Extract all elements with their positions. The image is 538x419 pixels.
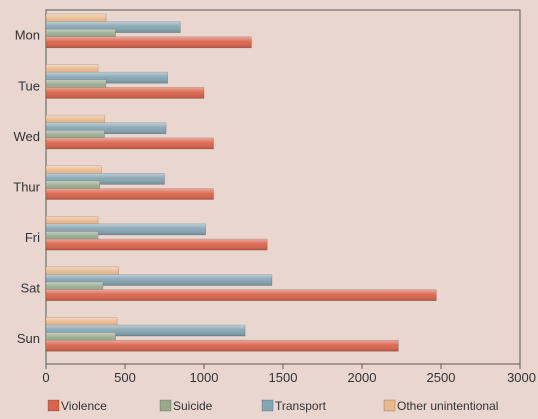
legend-swatch [159, 399, 172, 412]
category-label-fri: Fri [25, 230, 40, 245]
bar-violence-sat [45, 289, 437, 301]
legend-item-other-unintentional: Other unintentional [383, 399, 498, 413]
legend-label: Other unintentional [397, 399, 498, 413]
bar-transport-sat [45, 274, 273, 286]
category-label-wed: Wed [14, 129, 41, 144]
legend-swatch [383, 399, 396, 412]
category-label-sun: Sun [17, 331, 40, 346]
legend: Violence Suicide Transport Other unintentio… [47, 399, 498, 413]
category-label-tue: Tue [18, 78, 40, 93]
category-label-thur: Thur [13, 179, 40, 194]
x-tick-label-0: 0 [42, 370, 49, 385]
legend-swatch [261, 399, 274, 412]
legend-label: Transport [275, 399, 327, 413]
bar-violence-mon [45, 36, 252, 49]
x-tick-label-1000: 1000 [190, 370, 219, 385]
bar-transport-fri [45, 223, 206, 236]
x-tick-label-1500: 1500 [269, 370, 298, 385]
category-labels: Mon Tue Wed Thur Fri Sat Sun [13, 28, 40, 346]
x-tick-label-2000: 2000 [348, 370, 377, 385]
bars-group [45, 13, 437, 352]
legend-item-violence: Violence [47, 399, 107, 413]
legend-swatch [47, 399, 60, 412]
bar-transport-sun [45, 324, 246, 337]
bar-violence-fri [45, 238, 268, 251]
category-label-mon: Mon [15, 28, 40, 43]
legend-label: Suicide [173, 399, 213, 413]
legend-item-suicide: Suicide [159, 399, 213, 413]
bar-violence-wed [45, 137, 214, 150]
bar-transport-tue [45, 71, 168, 84]
x-tick-label-2500: 2500 [427, 370, 456, 385]
category-label-sat: Sat [20, 281, 40, 296]
bar-violence-tue [45, 87, 205, 99]
bar-transport-wed [45, 122, 167, 135]
legend-label: Violence [61, 399, 107, 413]
bar-violence-sun [45, 339, 399, 352]
x-tick-label-3000: 3000 [507, 370, 536, 385]
bar-transport-thur [45, 173, 165, 185]
x-tick-label-500: 500 [114, 370, 136, 385]
x-tick-labels: 0 500 1000 1500 2000 2500 3000 [42, 364, 536, 385]
legend-item-transport: Transport [261, 399, 327, 413]
bar-violence-thur [45, 188, 214, 200]
plot-area [45, 9, 521, 365]
